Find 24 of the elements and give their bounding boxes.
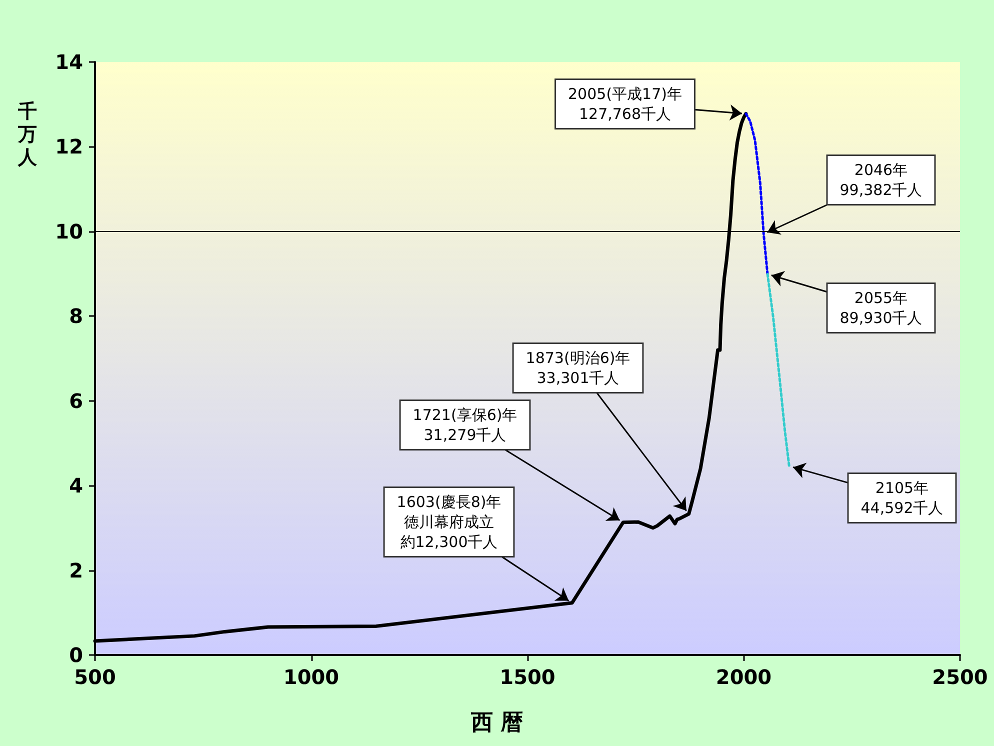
- annotation: 2046年 99,382千人: [840, 161, 922, 199]
- y-tick-label: 12: [55, 134, 83, 159]
- line-series: [766, 272, 790, 468]
- y-tick-label: 6: [69, 388, 83, 413]
- y-tick-label: 0: [69, 643, 83, 667]
- annotation: 2105年 44,592千人: [860, 479, 944, 517]
- y-tick-label: 14: [55, 50, 83, 74]
- x-tick-label: 2000: [716, 665, 772, 689]
- line-series: [744, 112, 769, 276]
- y-axis-title: 千万人: [17, 100, 38, 168]
- x-axis-title: 西 暦: [470, 710, 523, 736]
- annotation: 2055年 89,930千人: [840, 289, 922, 327]
- x-tick-label: 1500: [500, 665, 556, 689]
- y-tick-label: 2: [69, 558, 83, 582]
- annotation: 1721(享保6)年 31,279千人: [412, 406, 518, 444]
- y-tick-label: 10: [55, 219, 83, 244]
- y-tick-label: 4: [69, 474, 83, 498]
- annotation: 1873(明治6)年 33,301千人: [526, 349, 630, 387]
- annotation: 2005(平成17)年 127,768千人: [568, 85, 682, 123]
- x-tick-label: 1000: [283, 665, 340, 689]
- annotation: 1603(慶長8)年徳川幕府成立約12,300千人: [396, 493, 502, 551]
- y-tick-label: 8: [69, 304, 83, 328]
- x-tick-label: 2500: [932, 665, 988, 689]
- x-tick-label: 500: [74, 665, 116, 689]
